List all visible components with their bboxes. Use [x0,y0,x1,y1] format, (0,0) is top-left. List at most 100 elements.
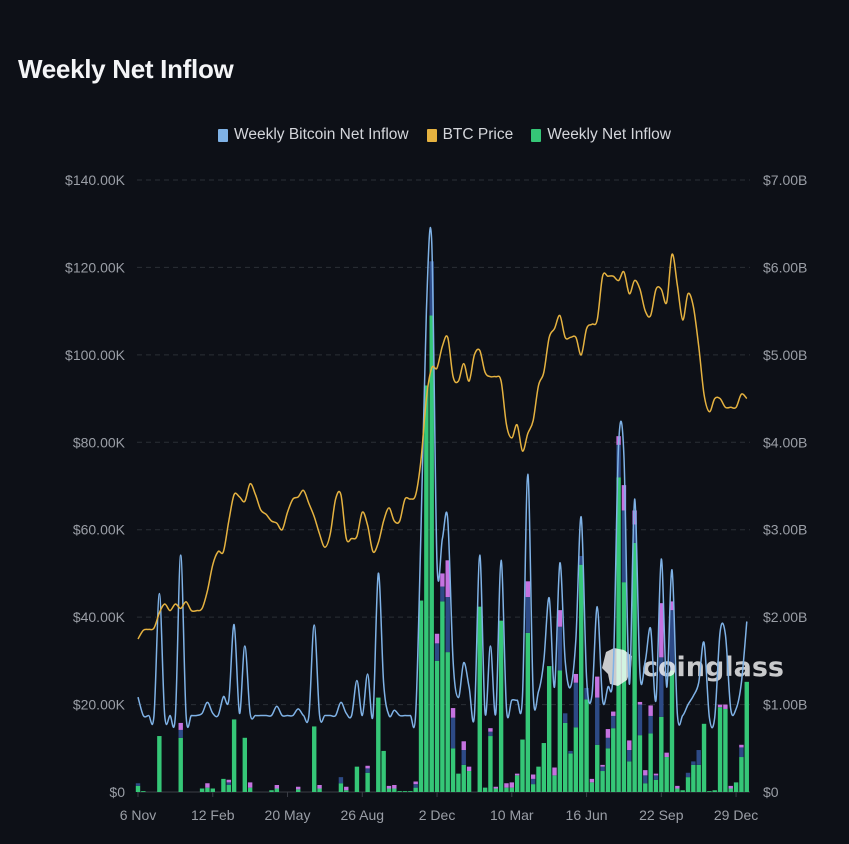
bar-segment-2[interactable] [669,610,675,671]
bar-segment-3[interactable] [739,744,744,748]
bar-net-inflow[interactable] [157,736,162,792]
bar-net-inflow[interactable] [450,748,456,792]
bar-segment-3[interactable] [466,766,472,772]
bar-segment-3[interactable] [723,704,728,709]
bar-segment-3[interactable] [728,785,733,789]
bar-segment-2[interactable] [611,715,616,729]
bar-net-inflow[interactable] [397,791,402,792]
bar-segment-3[interactable] [653,773,659,776]
bar-net-inflow[interactable] [376,697,381,792]
bar-segment-3[interactable] [675,785,680,789]
bar-net-inflow[interactable] [205,787,210,792]
bar-segment-3[interactable] [344,786,349,791]
bitcoin-net-inflow-line[interactable] [137,226,748,729]
bar-net-inflow[interactable] [659,716,664,792]
bar-segment-3[interactable] [632,510,637,525]
bar-segment-2[interactable] [226,782,231,786]
bar-segment-2[interactable] [632,524,637,543]
bar-segment-3[interactable] [611,711,616,716]
bar-net-inflow[interactable] [525,632,531,792]
bar-net-inflow[interactable] [685,777,691,792]
bar-segment-2[interactable] [595,697,600,745]
bar-segment-2[interactable] [691,761,696,765]
legend-item-bitcoin-net-inflow[interactable]: Weekly Bitcoin Net Inflow [218,126,409,144]
bar-net-inflow[interactable] [616,477,621,792]
bar-segment-2[interactable] [584,687,589,700]
bar-segment-2[interactable] [659,657,664,717]
bar-net-inflow[interactable] [418,600,424,792]
bar-segment-2[interactable] [568,750,573,754]
bar-net-inflow[interactable] [231,719,237,792]
bar-segment-3[interactable] [637,701,643,705]
bar-segment-2[interactable] [488,731,493,737]
bar-net-inflow[interactable] [595,744,600,792]
bar-net-inflow[interactable] [274,788,280,792]
bar-segment-3[interactable] [461,741,466,751]
bar-segment-3[interactable] [669,601,675,611]
bar-net-inflow[interactable] [434,660,440,792]
bar-net-inflow[interactable] [461,764,466,792]
bar-net-inflow[interactable] [563,722,568,792]
bar-segment-3[interactable] [450,708,456,718]
bar-net-inflow[interactable] [514,775,520,792]
bar-net-inflow[interactable] [344,790,349,792]
bar-segment-3[interactable] [493,786,498,789]
legend-item-btc-price[interactable]: BTC Price [426,126,513,144]
bar-net-inflow[interactable] [392,788,397,792]
bar-net-inflow[interactable] [733,782,739,792]
bar-net-inflow[interactable] [413,787,418,792]
bar-net-inflow[interactable] [226,785,231,792]
bar-segment-3[interactable] [643,770,648,776]
bar-net-inflow[interactable] [408,791,413,792]
bar-segment-3[interactable] [365,765,370,769]
bar-segment-2[interactable] [648,715,653,734]
bar-segment-2[interactable] [579,555,584,565]
bar-net-inflow[interactable] [365,772,370,792]
bar-net-inflow[interactable] [664,757,669,792]
bar-segment-3[interactable] [573,673,579,683]
bar-segment-2[interactable] [563,713,568,723]
bar-net-inflow[interactable] [552,775,557,792]
bar-net-inflow[interactable] [221,778,226,792]
bar-segment-2[interactable] [135,783,141,786]
bar-net-inflow[interactable] [653,779,659,792]
bar-net-inflow[interactable] [541,743,547,792]
bar-net-inflow[interactable] [675,788,680,792]
bar-segment-3[interactable] [413,781,418,785]
bar-segment-3[interactable] [226,779,231,783]
bar-segment-3[interactable] [247,782,253,788]
bar-segment-3[interactable] [595,676,600,698]
bar-net-inflow[interactable] [477,606,482,792]
bar-net-inflow[interactable] [520,739,525,792]
bar-segment-3[interactable] [530,774,536,779]
bar-segment-3[interactable] [557,610,563,627]
bar-net-inflow[interactable] [493,788,498,792]
bar-net-inflow[interactable] [536,766,541,792]
bar-segment-3[interactable] [648,705,653,716]
bar-segment-2[interactable] [530,778,536,785]
bar-net-inflow[interactable] [627,761,632,792]
bar-net-inflow[interactable] [632,542,637,792]
bar-net-inflow[interactable] [701,723,707,792]
bar-net-inflow[interactable] [712,790,717,792]
bar-net-inflow[interactable] [429,315,434,792]
bar-net-inflow[interactable] [691,764,696,792]
bar-net-inflow[interactable] [440,601,445,792]
bar-net-inflow[interactable] [648,733,653,792]
bar-segment-2[interactable] [605,737,611,749]
bar-segment-3[interactable] [627,740,632,751]
bar-net-inflow[interactable] [466,771,472,792]
bar-segment-3[interactable] [621,485,627,511]
bar-net-inflow[interactable] [135,785,141,792]
bar-net-inflow[interactable] [669,670,675,792]
bar-net-inflow[interactable] [573,727,579,792]
bar-segment-2[interactable] [637,704,643,736]
bar-net-inflow[interactable] [402,791,408,792]
bar-net-inflow[interactable] [445,652,450,792]
bar-segment-2[interactable] [685,772,691,778]
bar-segment-3[interactable] [434,633,440,644]
bar-net-inflow[interactable] [424,385,429,792]
bar-net-inflow[interactable] [744,681,749,792]
bar-segment-3[interactable] [274,785,280,789]
bar-segment-2[interactable] [434,643,440,661]
